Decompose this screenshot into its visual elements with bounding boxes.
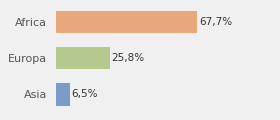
Bar xyxy=(56,83,69,106)
Text: 25,8%: 25,8% xyxy=(112,53,145,63)
Text: 67,7%: 67,7% xyxy=(199,17,232,27)
Text: 6,5%: 6,5% xyxy=(72,89,98,99)
Bar xyxy=(56,11,197,33)
Bar xyxy=(56,47,110,69)
